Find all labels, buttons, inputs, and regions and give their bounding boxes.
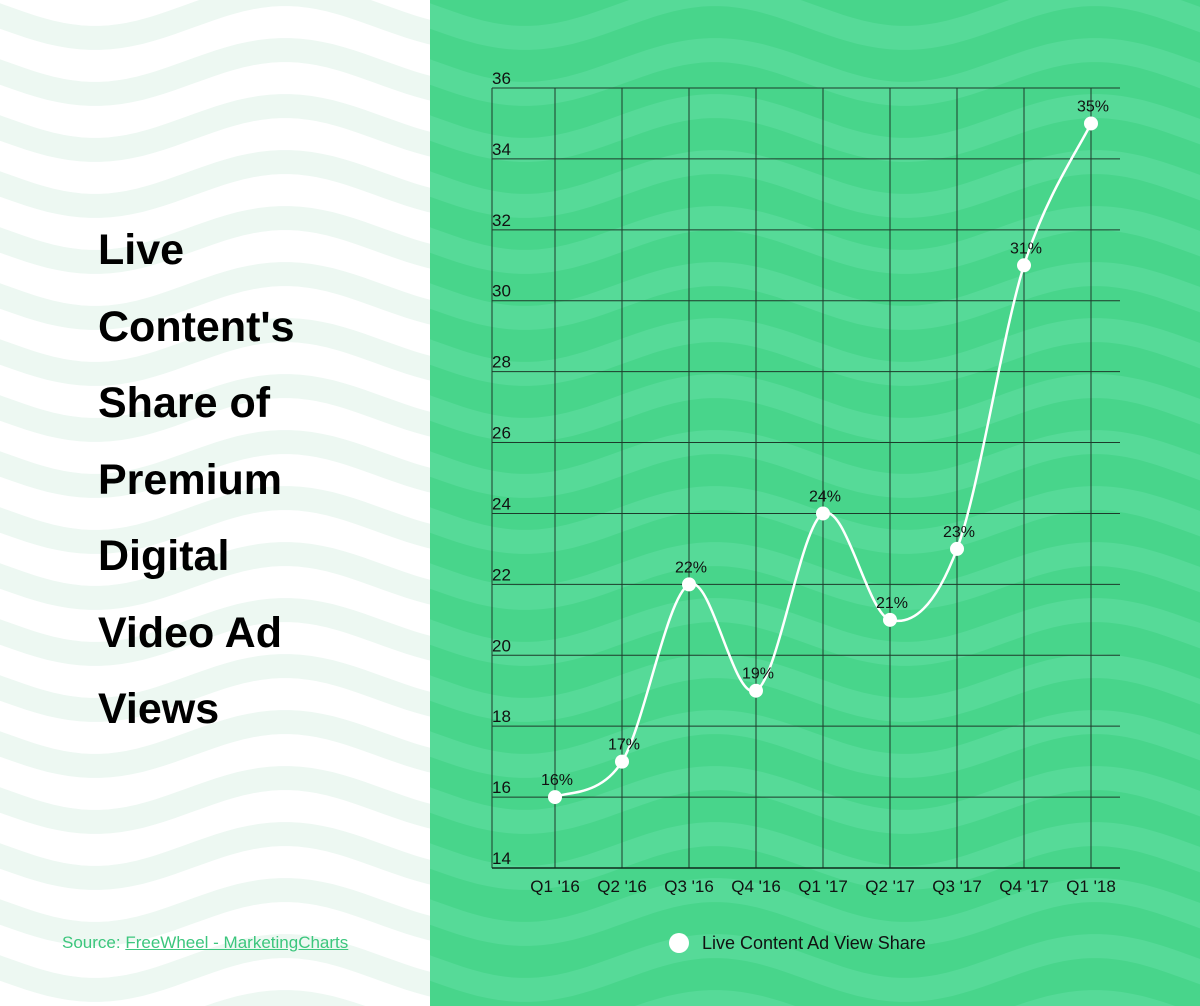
- wave-band: [0, 94, 430, 162]
- wave-band: [0, 822, 430, 890]
- y-tick-label: 32: [492, 211, 511, 230]
- title-line: Share of: [98, 379, 271, 427]
- data-point: [816, 506, 830, 521]
- y-tick-label: 26: [492, 424, 511, 443]
- y-tick-label: 22: [492, 565, 511, 584]
- x-tick-label: Q1 '16: [530, 877, 580, 896]
- data-label: 23%: [943, 524, 975, 541]
- wave-band: [430, 878, 1200, 946]
- wave-band: [430, 206, 1200, 274]
- data-label: 24%: [809, 488, 841, 505]
- wave-band: [0, 934, 430, 1002]
- legend-label: Live Content Ad View Share: [702, 933, 926, 953]
- y-tick-label: 16: [492, 778, 511, 797]
- wave-band: [0, 38, 430, 106]
- y-tick-label: 36: [492, 69, 511, 88]
- wave-band: [0, 374, 430, 442]
- y-tick-label: 20: [492, 636, 511, 655]
- wave-band: [0, 542, 430, 610]
- source-link[interactable]: FreeWheel - MarketingCharts: [125, 933, 349, 952]
- wave-band: [430, 38, 1200, 106]
- wave-background-right: [430, 0, 1200, 1006]
- wave-band: [0, 654, 430, 722]
- title-line: Premium: [98, 455, 283, 504]
- data-label: 31%: [1010, 240, 1042, 257]
- left-panel: Live Content's Share of Premium Digital …: [0, 0, 430, 1006]
- title-line: Digital: [98, 532, 230, 580]
- data-label: 21%: [876, 595, 908, 612]
- line-chart: 14 16 18 20 22 24 26 28 30 32 34 36 Q1 '16 Q2 '16 Q3 '…: [491, 69, 1120, 953]
- wave-band: [430, 934, 1200, 1002]
- wave-band: [430, 0, 1200, 50]
- wave-band: [430, 374, 1200, 442]
- wave-band: [430, 598, 1200, 666]
- wave-band: [430, 710, 1200, 778]
- y-tick-label: 18: [492, 707, 511, 726]
- data-point: [548, 790, 562, 805]
- wave-background-left: [0, 0, 430, 1006]
- wave-band: [0, 430, 430, 498]
- wave-band: [0, 0, 430, 50]
- x-tick-label: Q3 '16: [664, 877, 714, 896]
- legend: Live Content Ad View Share: [669, 933, 926, 953]
- wave-band: [0, 150, 430, 218]
- data-point: [1084, 116, 1098, 131]
- wave-band: [634, 990, 1176, 1006]
- data-point: [883, 612, 897, 627]
- data-point: [749, 683, 763, 698]
- title-line: Video Ad: [98, 608, 282, 657]
- wave-band: [0, 262, 430, 330]
- data-point: [615, 754, 629, 769]
- source-note: Source: FreeWheel - MarketingCharts: [62, 933, 348, 953]
- wave-band: [0, 318, 430, 386]
- x-tick-label: Q2 '16: [597, 877, 647, 896]
- source-prefix: Source:: [62, 933, 126, 952]
- x-tick-label: Q1 '18: [1066, 877, 1116, 896]
- data-label: 22%: [675, 559, 707, 576]
- y-tick-label: 14: [492, 849, 511, 868]
- data-point: [682, 577, 696, 592]
- y-tick-label: 24: [492, 494, 511, 513]
- data-label: 35%: [1077, 98, 1109, 115]
- wave-band: [0, 598, 430, 666]
- wave-band: [430, 262, 1200, 330]
- y-tick-label: 30: [492, 282, 511, 301]
- wave-band: [204, 990, 366, 1006]
- x-tick-label: Q4 '17: [999, 877, 1049, 896]
- y-tick-label: 28: [492, 353, 511, 372]
- wave-band: [0, 766, 430, 834]
- chart-panel: 14 16 18 20 22 24 26 28 30 32 34 36 Q1 '16 Q2 '16 Q3 '…: [430, 0, 1200, 1006]
- wave-band: [0, 710, 430, 778]
- x-tick-label: Q1 '17: [798, 877, 848, 896]
- y-tick-label: 34: [492, 140, 511, 159]
- wave-band: [430, 542, 1200, 610]
- data-point: [950, 541, 964, 556]
- data-point: [1017, 258, 1031, 273]
- wave-band: [0, 206, 430, 274]
- chart-title: Live Content's Share of Premium Digital …: [98, 212, 398, 748]
- x-tick-label: Q2 '17: [865, 877, 915, 896]
- data-label: 17%: [608, 737, 640, 754]
- x-tick-label: Q3 '17: [932, 877, 982, 896]
- title-line: Content's: [98, 302, 295, 351]
- x-tick-label: Q4 '16: [731, 877, 781, 896]
- wave-band: [430, 822, 1200, 890]
- title-line: Live: [98, 226, 185, 274]
- title-line: Views: [98, 685, 220, 733]
- legend-marker: [669, 933, 689, 953]
- wave-band: [0, 878, 430, 946]
- wave-band: [0, 486, 430, 554]
- wave-band: [430, 766, 1200, 834]
- wave-band: [430, 318, 1200, 386]
- data-label: 16%: [541, 772, 573, 789]
- wave-band: [430, 94, 1200, 162]
- grid: [491, 87, 1120, 869]
- wave-band: [430, 150, 1200, 218]
- wave-band: [430, 654, 1200, 722]
- data-label: 19%: [742, 666, 774, 683]
